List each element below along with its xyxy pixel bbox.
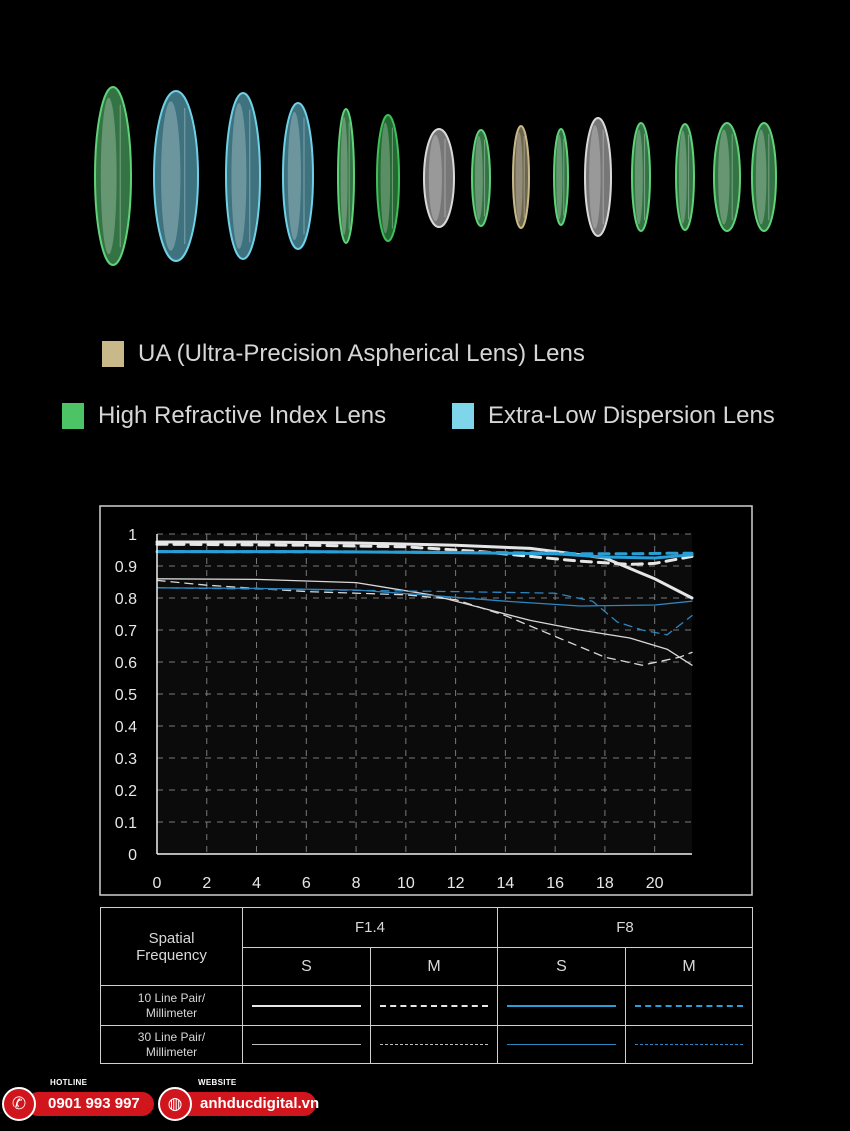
mtf-legend-table: Spatial Frequency F1.4 F8 S M S M 10 Lin…	[100, 907, 754, 1064]
x-tick-label: 8	[352, 875, 361, 892]
sample-f8-m-30lp	[625, 1025, 754, 1064]
x-tick-label: 4	[252, 875, 261, 892]
sample-f8-m-10lp	[625, 985, 754, 1026]
hotline-badge[interactable]: HOTLINE 0901 993 997 ✆	[2, 1072, 162, 1122]
aperture-f8-header: F8	[497, 907, 754, 948]
sample-f8-s-30lp	[497, 1025, 627, 1064]
lens-element	[553, 128, 569, 226]
legend-high-refractive-label: High Refractive Index Lens	[98, 402, 387, 429]
f14-sagittal-header: S	[242, 947, 371, 986]
sample-f14-s-30lp	[242, 1025, 371, 1064]
y-tick-label: 1	[128, 527, 137, 544]
lens-element	[584, 117, 612, 237]
x-tick-label: 0	[153, 875, 162, 892]
x-tick-label: 6	[302, 875, 311, 892]
lens-element	[337, 108, 355, 244]
legend-ua-swatch	[102, 341, 124, 367]
legend-ua-label: UA (Ultra-Precision Aspherical Lens) Len…	[138, 340, 585, 367]
lens-element	[423, 128, 455, 228]
series-line	[156, 587, 693, 636]
lens-element	[631, 122, 651, 232]
y-tick-label: 0.8	[115, 591, 137, 608]
f8-meridional-header: M	[625, 947, 754, 986]
chart-series	[155, 540, 694, 666]
sample-f14-s-10lp	[242, 985, 371, 1026]
lens-element	[512, 125, 530, 229]
lens-element-row	[94, 86, 777, 266]
x-tick-label: 14	[496, 875, 514, 892]
y-tick-label: 0.2	[115, 783, 137, 800]
legend-high-refractive-swatch	[62, 403, 84, 429]
x-tick-label: 10	[397, 875, 415, 892]
hotline-number[interactable]: 0901 993 997	[26, 1092, 154, 1116]
y-tick-label: 0.5	[115, 687, 137, 704]
chart-ticks: 00.10.20.30.40.50.60.70.80.910 2 4 6 8 10 12 14…	[115, 527, 664, 892]
legend-extra-low-dispersion-swatch	[452, 403, 474, 429]
lens-element	[94, 86, 132, 266]
y-tick-label: 0	[128, 847, 137, 864]
website-label: WEBSITE	[198, 1078, 237, 1087]
spatial-frequency-header: Spatial Frequency	[100, 907, 243, 986]
lens-element	[751, 122, 777, 232]
lens-element	[713, 122, 741, 232]
y-tick-label: 0.7	[115, 623, 137, 640]
website-badge[interactable]: WEBSITE anhducdigital.vn ◍	[158, 1072, 319, 1122]
series-line	[156, 578, 693, 666]
lens-element	[471, 129, 491, 227]
y-tick-label: 0.1	[115, 815, 137, 832]
series-line	[155, 540, 694, 600]
aperture-f14-header: F1.4	[241, 907, 499, 948]
series-line	[155, 542, 694, 566]
sample-f8-s-10lp	[497, 985, 627, 1026]
x-tick-label: 12	[447, 875, 465, 892]
legend-ua: UA (Ultra-Precision Aspherical Lens) Len…	[102, 340, 585, 368]
chart-grid	[157, 533, 692, 854]
lens-element	[376, 114, 400, 242]
sample-f14-m-10lp	[369, 985, 499, 1026]
hotline-label: HOTLINE	[50, 1078, 88, 1087]
globe-icon: ◍	[158, 1087, 192, 1121]
x-tick-label: 16	[546, 875, 564, 892]
x-tick-label: 18	[596, 875, 614, 892]
chart-frame	[99, 505, 753, 896]
legend-high-refractive: High Refractive Index Lens	[62, 402, 386, 430]
x-tick-label: 2	[202, 875, 211, 892]
series-line	[155, 550, 694, 556]
legend-extra-low-dispersion: Extra-Low Dispersion Lens	[452, 402, 775, 430]
y-tick-label: 0.6	[115, 655, 137, 672]
spatial-frequency-label: Spatial Frequency	[136, 929, 207, 964]
table-row: 10 Line Pair/ Millimeter	[100, 985, 754, 1026]
lens-element	[225, 92, 261, 260]
row-label-10lp: 10 Line Pair/ Millimeter	[100, 985, 243, 1026]
table-row: 30 Line Pair/ Millimeter	[100, 1025, 754, 1064]
y-tick-label: 0.3	[115, 751, 137, 768]
sample-f14-m-30lp	[369, 1025, 499, 1064]
f14-meridional-header: M	[369, 947, 499, 986]
y-tick-label: 0.9	[115, 559, 137, 576]
phone-icon: ✆	[2, 1087, 36, 1121]
x-tick-label: 20	[646, 875, 664, 892]
lens-element	[282, 102, 314, 250]
legend-extra-low-dispersion-label: Extra-Low Dispersion Lens	[488, 402, 775, 429]
f8-sagittal-header: S	[497, 947, 627, 986]
lens-element	[153, 90, 199, 262]
row-label-30lp: 30 Line Pair/ Millimeter	[100, 1025, 243, 1064]
y-tick-label: 0.4	[115, 719, 137, 736]
lens-element	[675, 123, 695, 231]
website-url[interactable]: anhducdigital.vn	[176, 1092, 319, 1116]
